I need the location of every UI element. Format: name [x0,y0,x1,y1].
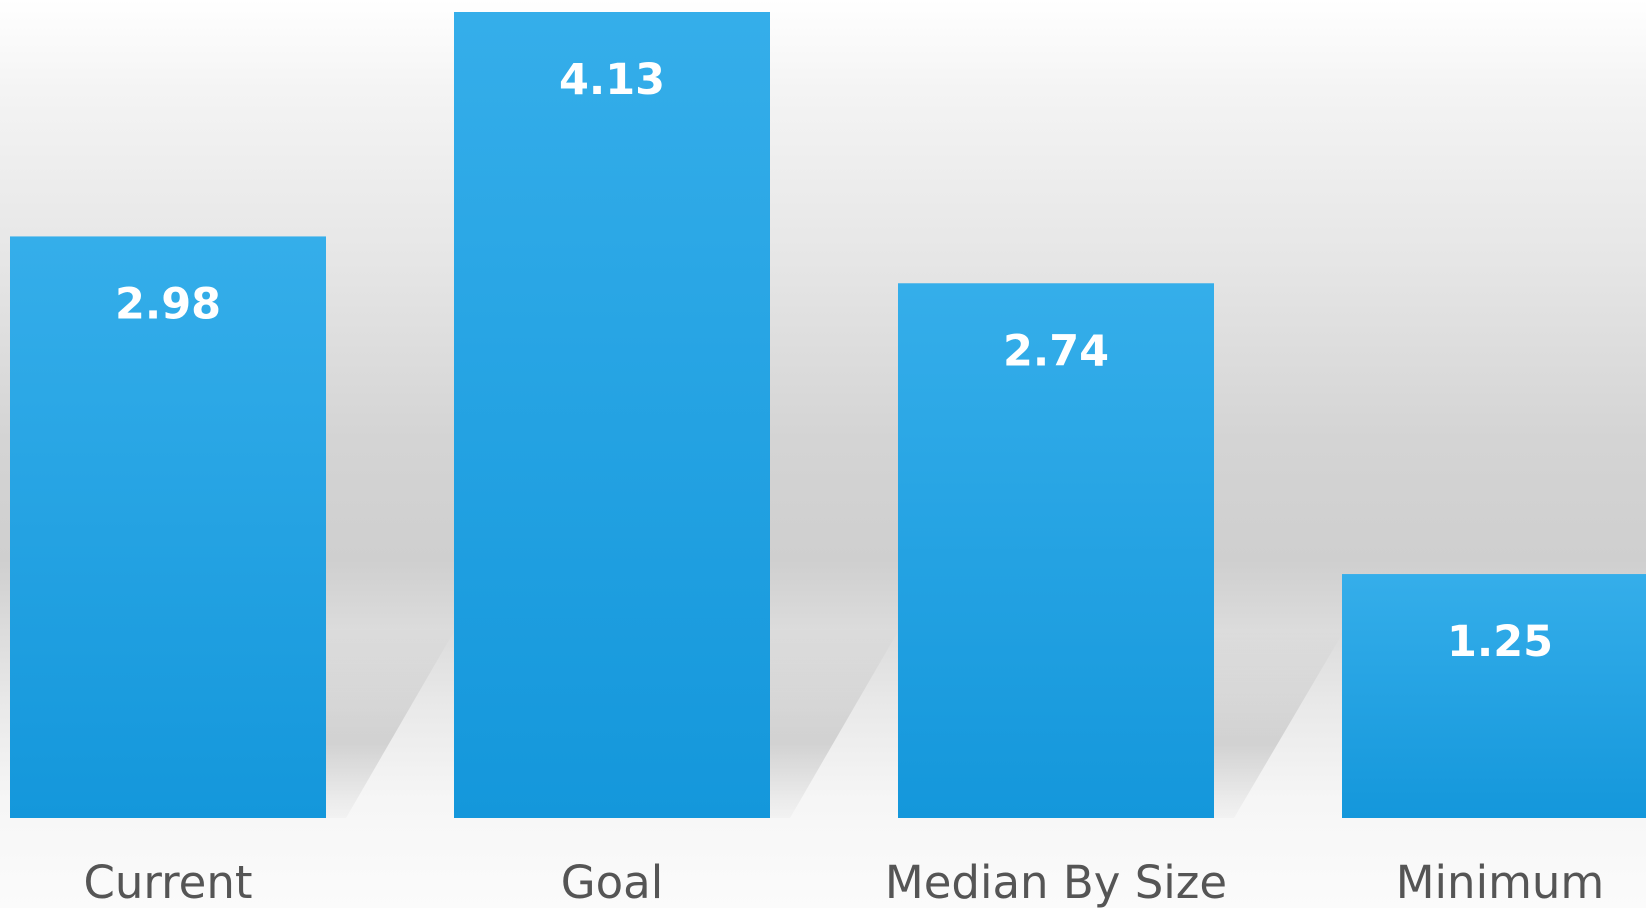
bars [10,12,1646,818]
category-label: Median By Size [885,856,1227,908]
data-label: 4.13 [559,55,665,105]
bar-shadows [326,628,1344,818]
category-label: Minimum [1396,856,1605,908]
bar-shadow [1214,630,1344,818]
bar-goal [454,12,770,818]
category-labels: Current Goal Median By Size Minimum [83,856,1604,908]
data-label: 2.74 [1003,326,1109,376]
bar-shadow [326,628,456,818]
category-label: Current [83,856,252,908]
data-label: 2.98 [115,279,221,329]
data-label: 1.25 [1447,617,1553,667]
value-labels: 2.98 4.13 2.74 1.25 [115,55,1553,667]
category-label: Goal [561,856,663,908]
bar-shadow [770,628,900,818]
bar-median-by-size [898,283,1214,818]
bar-minimum [1342,574,1646,818]
bar-current [10,236,326,818]
